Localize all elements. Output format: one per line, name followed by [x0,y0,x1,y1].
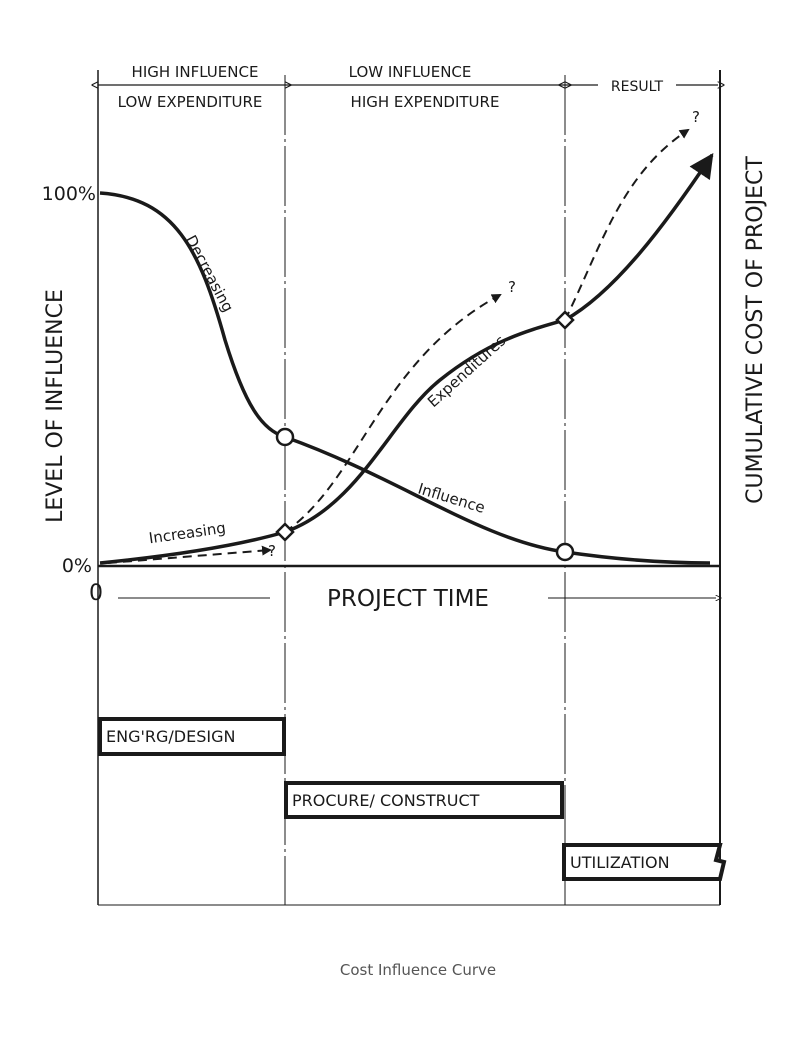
phase-label: PROCURE/ CONSTRUCT [292,791,480,810]
tick-label: 100% [42,183,96,205]
phase-label: UTILIZATION [570,853,670,872]
phase-label: ENG'RG/DESIGN [106,727,235,746]
curve-labels: Decreasing Influence Increasing Expendit… [148,108,700,560]
frame [98,70,720,906]
axis-label: LEVEL OF INFLUENCE [43,289,68,523]
curve-label: Decreasing [182,232,237,315]
curve-label: Expenditures [424,331,509,410]
phase-boxes [98,717,727,881]
question-mark: ? [508,278,516,296]
origin-label: 0 [89,581,103,606]
phases: ENG'RG/DESIGN PROCURE/ CONSTRUCT UTILIZA… [106,727,670,872]
header-text: RESULT [611,79,664,95]
header-text: LOW EXPENDITURE [118,93,263,111]
question-mark: ? [692,108,700,126]
caption: Cost Influence Curve [340,961,496,979]
axis-label: CUMULATIVE COST OF PROJECT [743,156,768,504]
curve-label: Increasing [148,519,227,548]
axes: LEVEL OF INFLUENCE CUMULATIVE COST OF PR… [42,156,768,612]
tick-label: 0% [62,555,92,577]
header-text: LOW INFLUENCE [349,63,472,81]
question-mark: ? [268,542,276,560]
curves [99,128,714,565]
header-text: HIGH INFLUENCE [132,63,259,81]
time-label: PROJECT TIME [327,586,489,612]
header: HIGH INFLUENCE LOW EXPENDITURE LOW INFLU… [118,63,664,111]
markers [275,310,575,562]
header-text: HIGH EXPENDITURE [351,93,500,111]
